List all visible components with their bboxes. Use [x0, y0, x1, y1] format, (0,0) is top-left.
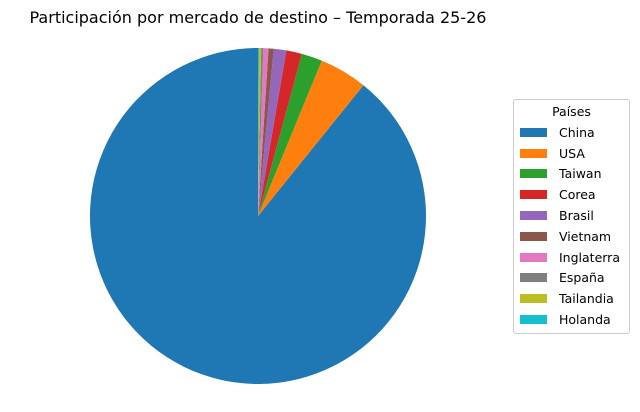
legend-swatch [520, 127, 547, 137]
legend-swatch [520, 211, 547, 221]
legend-item: Vietnam [520, 226, 629, 247]
legend-label: Taiwan [559, 166, 602, 182]
legend-items: China USA Taiwan Corea Brasil Vietnam Inglater… [520, 122, 629, 330]
legend-label: China [559, 124, 595, 140]
legend-label: Brasil [559, 208, 594, 224]
legend-swatch [520, 169, 547, 179]
pie-slice-brasil [258, 48, 287, 216]
legend-swatch [520, 190, 547, 200]
legend-title: Países [552, 104, 591, 119]
chart-title: Participación por mercado de destino – T… [29, 8, 487, 27]
legend-label: Inglaterra [559, 249, 620, 265]
pie-slice-usa [258, 60, 364, 217]
pie-slice-vietnam [258, 48, 274, 216]
legend-swatch [520, 273, 547, 283]
pie-slice-corea [258, 50, 302, 216]
legend: Países China USA Taiwan Corea Brasil Vietnam I… [513, 99, 630, 334]
pie-slice-inglaterra [258, 48, 269, 216]
legend-label: USA [559, 145, 585, 161]
legend-swatch [520, 252, 547, 262]
pie-slice-taiwan [258, 53, 322, 216]
legend-item: China [520, 122, 629, 143]
legend-swatch [520, 294, 547, 304]
legend-label: Tailandia [559, 291, 614, 307]
legend-item: Holanda [520, 309, 629, 330]
legend-item: USA [520, 143, 629, 164]
pie-slice-tailandia [258, 48, 262, 216]
legend-swatch [520, 315, 547, 325]
legend-label: España [559, 270, 605, 286]
legend-item: España [520, 268, 629, 289]
legend-label: Holanda [559, 312, 611, 328]
legend-swatch [520, 231, 547, 241]
legend-item: Corea [520, 184, 629, 205]
legend-item: Taiwan [520, 164, 629, 185]
legend-label: Corea [559, 187, 596, 203]
legend-item: Inglaterra [520, 247, 629, 268]
pie-slice-españa [258, 48, 264, 216]
pie-chart [89, 47, 426, 385]
legend-label: Vietnam [559, 228, 612, 244]
legend-item: Tailandia [520, 288, 629, 309]
pie-slice-china [89, 48, 426, 385]
pie-slice-holanda [258, 47, 260, 217]
legend-item: Brasil [520, 205, 629, 226]
legend-swatch [520, 148, 547, 158]
